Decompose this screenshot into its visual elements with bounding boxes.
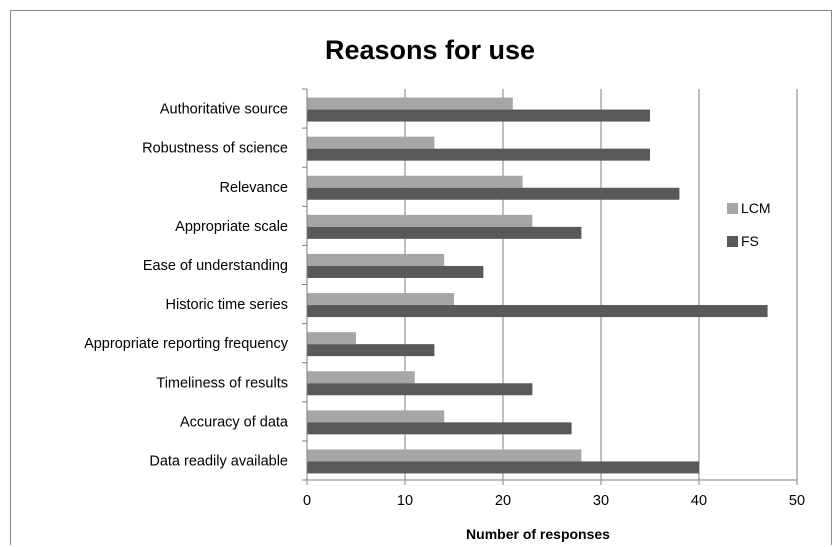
x-tick-label-1: 10 xyxy=(397,493,413,509)
x-tick-label-4: 40 xyxy=(691,493,707,509)
axes xyxy=(302,88,798,485)
legend-label-fs: FS xyxy=(741,233,759,249)
chart-title: Reasons for use xyxy=(325,35,535,65)
category-label-3: Appropriate scale xyxy=(175,219,288,235)
bar-lcm-8 xyxy=(307,410,445,423)
bars xyxy=(307,97,768,474)
bar-fs-1 xyxy=(307,148,650,161)
x-tick-label-2: 20 xyxy=(495,493,511,509)
bar-fs-0 xyxy=(307,109,650,122)
gridlines xyxy=(404,89,798,480)
bar-lcm-7 xyxy=(307,371,415,384)
category-label-5: Historic time series xyxy=(166,297,288,313)
legend: LCM FS xyxy=(727,200,771,249)
bar-fs-7 xyxy=(307,383,533,396)
category-label-1: Robustness of science xyxy=(142,141,288,157)
bar-lcm-3 xyxy=(307,214,533,227)
category-label-6: Appropriate reporting frequency xyxy=(84,336,289,352)
bar-lcm-6 xyxy=(307,332,356,345)
bar-fs-2 xyxy=(307,187,680,200)
bar-lcm-0 xyxy=(307,97,513,110)
bar-fs-5 xyxy=(307,305,768,318)
legend-label-lcm: LCM xyxy=(741,200,771,216)
bar-lcm-1 xyxy=(307,136,435,149)
category-labels: Authoritative source Robustness of scienc… xyxy=(84,102,289,470)
category-label-9: Data readily available xyxy=(149,453,288,469)
x-axis-label: Number of responses xyxy=(466,526,610,542)
x-tick-label-5: 50 xyxy=(789,493,805,509)
legend-swatch-lcm xyxy=(727,203,738,214)
category-label-8: Accuracy of data xyxy=(180,414,289,430)
bar-fs-3 xyxy=(307,226,582,239)
legend-swatch-fs xyxy=(727,236,738,247)
bar-fs-6 xyxy=(307,344,435,357)
category-label-4: Ease of understanding xyxy=(143,258,288,274)
x-tick-label-0: 0 xyxy=(303,493,311,509)
category-label-0: Authoritative source xyxy=(160,102,288,118)
bar-lcm-4 xyxy=(307,253,445,266)
category-label-7: Timeliness of results xyxy=(156,375,288,391)
x-tick-labels: 0 10 20 30 40 50 xyxy=(303,493,805,509)
bar-fs-8 xyxy=(307,422,572,435)
bar-lcm-2 xyxy=(307,175,523,188)
category-label-2: Relevance xyxy=(219,180,288,196)
bar-lcm-9 xyxy=(307,449,582,462)
x-tick-label-3: 30 xyxy=(593,493,609,509)
bar-fs-4 xyxy=(307,265,484,278)
bar-fs-9 xyxy=(307,461,699,474)
bar-lcm-5 xyxy=(307,293,454,306)
